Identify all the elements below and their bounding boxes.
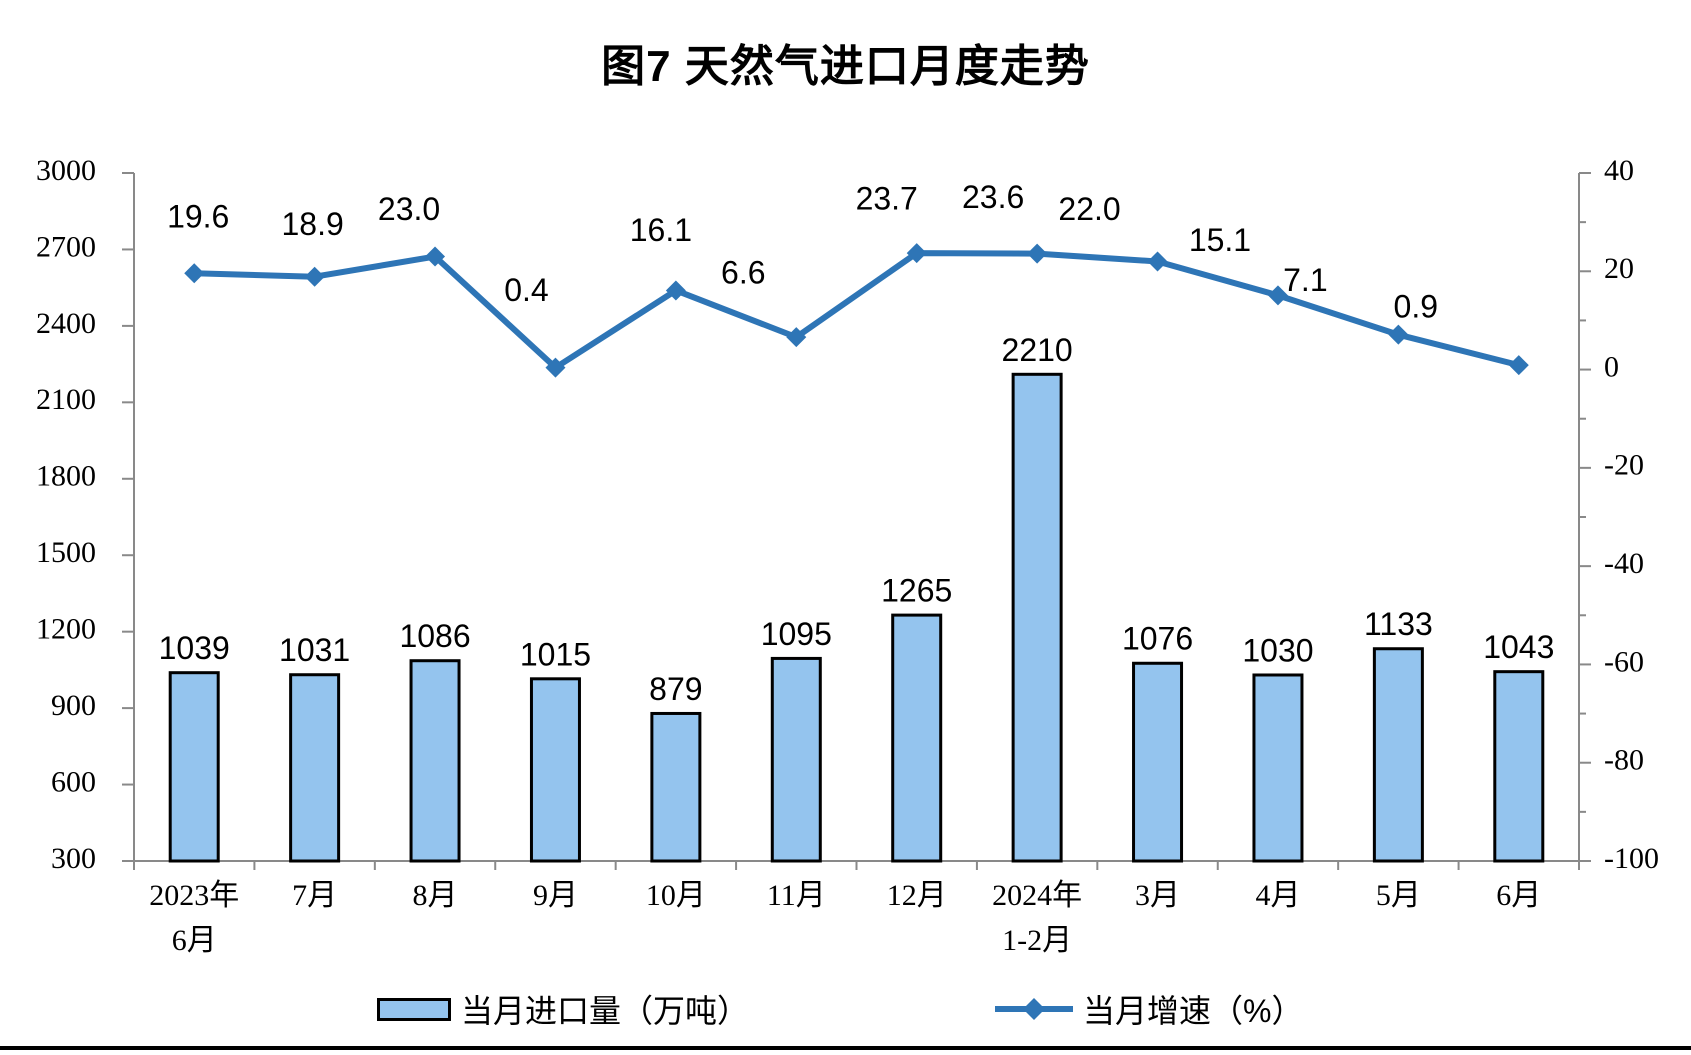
bar — [891, 613, 943, 863]
bar-value-label: 1133 — [1364, 606, 1433, 642]
bar — [1011, 372, 1063, 863]
x-axis-label: 8月 — [413, 879, 458, 912]
bar-value-label: 1039 — [159, 630, 230, 666]
bar — [1252, 673, 1304, 863]
bar-value-label: 1086 — [399, 618, 470, 654]
line-marker-icon — [665, 280, 686, 301]
right-axis-tick-label: -80 — [1604, 744, 1644, 777]
line-value-label: 23.6 — [962, 179, 1024, 215]
growth-line — [191, 250, 1522, 371]
right-axis-tick-label: -40 — [1604, 547, 1644, 580]
line-marker-icon — [1267, 285, 1288, 306]
line-value-label: 16.1 — [630, 212, 692, 248]
bar — [650, 711, 702, 863]
bar — [168, 671, 220, 863]
x-axis-label: 2023年 — [149, 879, 239, 912]
x-axis-label: 7月 — [292, 879, 337, 912]
legend-bar-label: 当月进口量（万吨） — [461, 993, 750, 1029]
line-marker-icon — [545, 357, 566, 378]
x-axis-label: 12月 — [887, 879, 947, 912]
legend-line-label: 当月增速（%） — [1083, 993, 1304, 1029]
right-axis-tick-label: -100 — [1604, 842, 1659, 875]
bar — [409, 659, 461, 863]
left-axis-tick-label: 2700 — [36, 230, 96, 263]
chart-title: 图7 天然气进口月度走势 — [601, 42, 1090, 91]
right-axis-tick-label: 40 — [1604, 154, 1634, 187]
bar-value-label: 1265 — [881, 573, 952, 609]
bar-value-label: 1030 — [1242, 632, 1313, 668]
line-marker-icon — [906, 243, 927, 264]
line-value-label: 22.0 — [1058, 191, 1120, 227]
line-value-label: 6.6 — [721, 255, 765, 291]
right-axis-tick-label: -60 — [1604, 645, 1644, 678]
line-marker-icon — [1027, 243, 1048, 264]
bar-value-label: 879 — [649, 671, 702, 707]
bar-value-label: 2210 — [1002, 332, 1073, 368]
left-axis-tick-label: 2100 — [36, 383, 96, 416]
x-axis-label: 3月 — [1135, 879, 1180, 912]
right-axis-tick-label: -20 — [1604, 449, 1644, 482]
x-axis-label: 10月 — [646, 879, 706, 912]
legend-item-imports: 当月进口量（万吨） — [377, 986, 749, 1032]
left-axis-tick-label: 900 — [51, 689, 96, 722]
line-marker-icon — [1388, 324, 1409, 345]
line-value-label: 15.1 — [1189, 222, 1251, 258]
bar — [529, 677, 581, 863]
bar — [289, 673, 341, 863]
line-value-label: 23.0 — [378, 191, 440, 227]
left-axis-tick-label: 600 — [51, 765, 96, 798]
bar — [1132, 661, 1184, 863]
bar — [1493, 670, 1545, 863]
x-axis-label: 6月 — [1496, 879, 1541, 912]
line-marker-icon — [184, 263, 205, 284]
line-marker-icon — [786, 327, 807, 348]
x-axis-label: 1-2月 — [1002, 924, 1072, 957]
right-axis-tick-label: 20 — [1604, 252, 1634, 285]
line-marker-icon — [425, 246, 446, 267]
bar-value-label: 1043 — [1483, 629, 1554, 665]
x-axis-label: 6月 — [172, 924, 217, 957]
bar-value-label: 1095 — [761, 616, 832, 652]
bar-value-label: 1031 — [279, 632, 350, 668]
bar-value-label: 1015 — [520, 636, 591, 672]
bottom-border — [0, 1046, 1691, 1050]
left-axis-tick-label: 1500 — [36, 536, 96, 569]
bar-value-label: 1076 — [1122, 621, 1193, 657]
bar — [1372, 647, 1424, 863]
legend-item-growth: 当月增速（%） — [995, 986, 1303, 1032]
left-axis-tick-label: 1200 — [36, 613, 96, 646]
x-axis-label: 9月 — [533, 879, 578, 912]
line-value-label: 7.1 — [1283, 262, 1327, 298]
line-marker-icon — [1508, 355, 1529, 376]
line-value-label: 23.7 — [856, 181, 918, 217]
legend-line-marker-icon — [995, 998, 1073, 1020]
x-axis-label: 11月 — [767, 879, 826, 912]
x-axis-label: 4月 — [1255, 879, 1300, 912]
line-value-label: 0.9 — [1394, 289, 1438, 325]
line-value-label: 19.6 — [167, 199, 229, 235]
bar — [770, 656, 822, 863]
left-axis-tick-label: 1800 — [36, 460, 96, 493]
line-value-label: 0.4 — [504, 272, 548, 308]
line-value-label: 18.9 — [281, 206, 343, 242]
line-marker-icon — [1147, 251, 1168, 272]
left-axis-tick-label: 3000 — [36, 154, 96, 187]
left-axis-tick-label: 300 — [51, 842, 96, 875]
x-axis-label: 2024年 — [992, 879, 1082, 912]
legend-bar-swatch-icon — [377, 997, 451, 1021]
right-axis-tick-label: 0 — [1604, 350, 1619, 383]
x-axis-label: 5月 — [1376, 879, 1421, 912]
line-marker-icon — [304, 266, 325, 287]
left-axis-tick-label: 2400 — [36, 307, 96, 340]
